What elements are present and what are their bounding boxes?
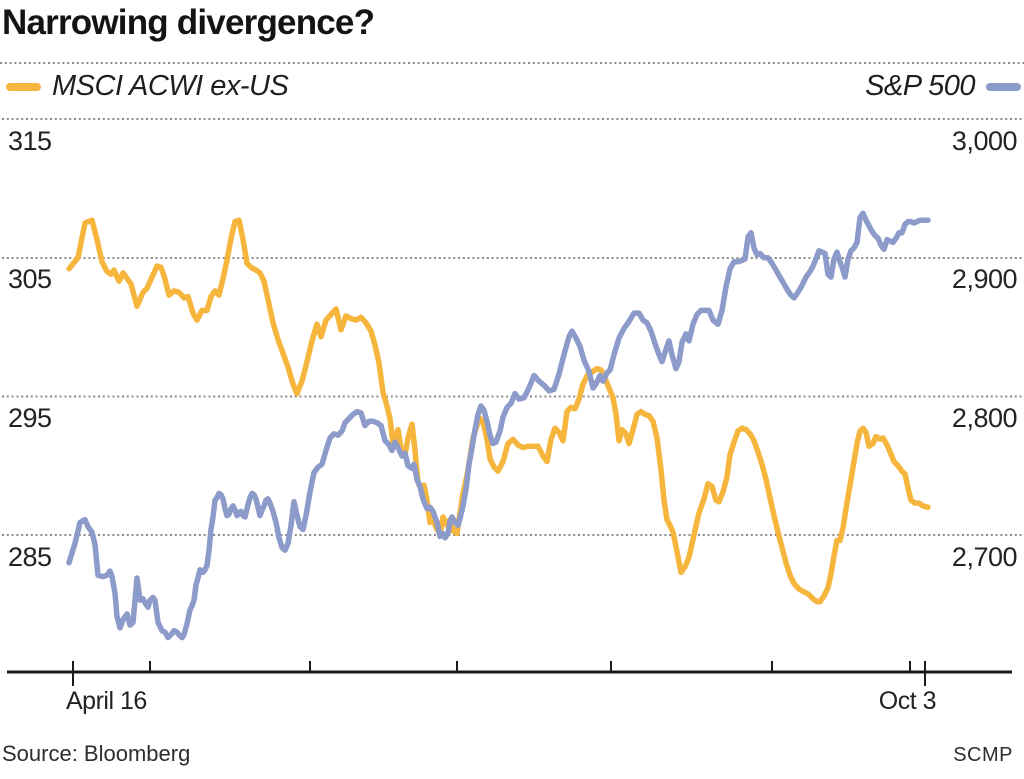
legend-item-sp500: S&P 500 <box>865 70 1021 103</box>
publisher-credit: SCMP <box>953 744 1013 766</box>
y-axis-right-tick-2900: 2,900 <box>951 264 1018 294</box>
x-axis-label-end: Oct 3 <box>878 687 937 715</box>
y-axis-left-tick-305: 305 <box>8 264 52 294</box>
y-axis-left-tick-315: 315 <box>8 126 52 156</box>
y-axis-left-tick-285: 285 <box>8 542 52 572</box>
source-attribution: Source: Bloomberg <box>2 741 191 766</box>
legend-item-msci: MSCI ACWI ex-US <box>6 70 289 103</box>
y-axis-right-tick-2700: 2,700 <box>951 542 1018 572</box>
legend-label-msci: MSCI ACWI ex-US <box>52 70 289 102</box>
y-axis-right-tick-2800: 2,800 <box>951 403 1018 433</box>
sp500-line-swatch-icon <box>986 82 1021 91</box>
y-axis-left-tick-295: 295 <box>8 403 52 433</box>
x-axis-label-start: April 16 <box>66 687 147 715</box>
legend-label-sp500: S&P 500 <box>865 70 975 102</box>
y-axis-right-tick-3000: 3,000 <box>951 126 1018 156</box>
series-line-sp500 <box>66 210 931 641</box>
page-title: Narrowing divergence? <box>2 3 375 42</box>
msci-line-swatch-icon <box>6 82 41 91</box>
series-line-msci <box>66 217 931 605</box>
